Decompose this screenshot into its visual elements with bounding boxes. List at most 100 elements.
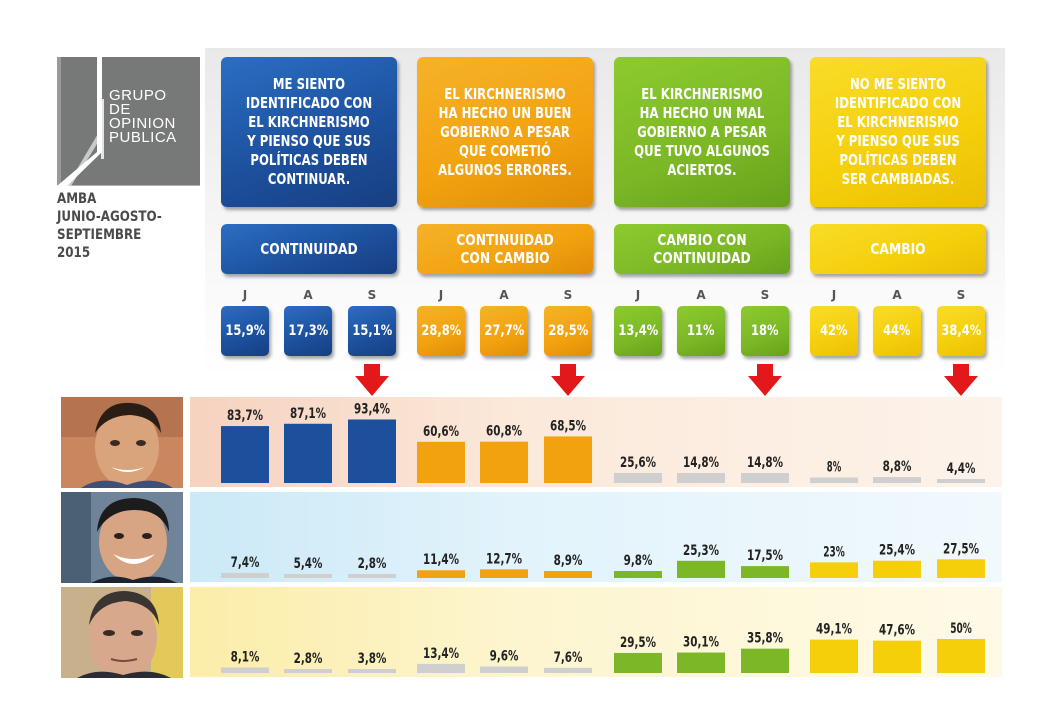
logo-text: GRUPO DE OPINION PUBLICA xyxy=(109,87,177,145)
category-label-text: CONTINUIDAD CON CAMBIO xyxy=(456,231,554,267)
statement-text: EL KIRCHNERISMO HA HECHO UN BUEN GOBIERN… xyxy=(438,84,572,179)
bar-value-label: 3,8% xyxy=(358,651,387,667)
share-badge: 17,3% xyxy=(284,306,332,356)
month-label: A xyxy=(696,288,706,302)
bar-value-label: 50% xyxy=(950,621,972,637)
month-label: J xyxy=(831,288,837,302)
statement-box: EL KIRCHNERISMO HA HECHO UN MAL GOBIERNO… xyxy=(614,57,790,207)
bar-value-label: 17,5% xyxy=(747,548,783,564)
bar-value-label: 25,6% xyxy=(620,455,656,471)
category-label-text: CONTINUIDAD xyxy=(260,240,358,258)
share-badge: 11% xyxy=(677,306,725,356)
logo-line: OPINION xyxy=(109,115,176,132)
bar xyxy=(677,560,725,578)
share-value: 18% xyxy=(751,323,779,339)
share-value: 28,8% xyxy=(421,323,461,339)
share-badge: 13,4% xyxy=(614,306,662,356)
statement-text: ME SIENTO IDENTIFICADO CON EL KIRCHNERIS… xyxy=(245,75,373,188)
bar xyxy=(480,569,528,578)
bar-value-label: 14,8% xyxy=(747,455,783,471)
bar xyxy=(937,639,985,673)
month-label: S xyxy=(760,288,770,302)
bar-value-label: 87,1% xyxy=(290,406,326,422)
bar-value-label: 2,8% xyxy=(294,651,323,667)
bar xyxy=(417,570,465,578)
bar xyxy=(741,566,789,578)
bar-value-label: 7,4% xyxy=(231,555,260,571)
bar-value-label: 83,7% xyxy=(227,408,263,424)
share-value: 42% xyxy=(820,323,848,339)
row-band-3 xyxy=(190,587,1002,677)
share-badge: 44% xyxy=(873,306,921,356)
bar-value-label: 11,4% xyxy=(423,552,459,568)
month-label: S xyxy=(563,288,573,302)
statement-text: NO ME SIENTO IDENTIFICADO CON EL KIRCHNE… xyxy=(834,75,962,188)
category-label-text: CAMBIO xyxy=(870,240,926,258)
statement-box: EL KIRCHNERISMO HA HECHO UN BUEN GOBIERN… xyxy=(417,57,593,207)
statement-box: ME SIENTO IDENTIFICADO CON EL KIRCHNERIS… xyxy=(221,57,397,207)
down-arrow-icon xyxy=(355,364,389,396)
share-value: 28,5% xyxy=(548,323,588,339)
bar-value-label: 7,6% xyxy=(554,650,583,666)
bar-value-label: 13,4% xyxy=(423,646,459,662)
bar xyxy=(741,473,789,483)
logo-line: GRUPO xyxy=(109,87,167,104)
month-label: J xyxy=(635,288,641,302)
row-band-2 xyxy=(190,492,1002,582)
bar xyxy=(677,473,725,483)
bar-value-label: 68,5% xyxy=(550,418,586,434)
bar xyxy=(873,560,921,578)
category-label: CAMBIO CON CONTINUIDAD xyxy=(614,224,790,274)
bar-value-label: 30,1% xyxy=(683,635,719,651)
bar-value-label: 9,6% xyxy=(490,648,519,664)
region-line: JUNIO-AGOSTO- xyxy=(57,209,162,225)
bar xyxy=(480,666,528,673)
share-value: 38,4% xyxy=(941,323,981,339)
share-value: 11% xyxy=(687,323,715,339)
bar-value-label: 60,8% xyxy=(486,424,522,440)
bar xyxy=(221,426,269,483)
region-line: SEPTIEMBRE xyxy=(57,227,142,243)
bar-value-label: 8% xyxy=(827,460,841,476)
candidate-photo-2 xyxy=(61,492,183,583)
category-label-text: CAMBIO CON CONTINUIDAD xyxy=(653,231,751,267)
bar xyxy=(544,667,592,673)
candidate-photo-1 xyxy=(61,397,183,488)
bar-value-label: 5,4% xyxy=(294,556,323,572)
bar-value-label: 8,8% xyxy=(883,459,912,475)
portrait-image xyxy=(61,397,183,488)
bar-value-label: 60,6% xyxy=(423,424,459,440)
bar xyxy=(937,479,985,483)
month-label: S xyxy=(956,288,966,302)
share-value: 44% xyxy=(883,323,911,339)
bar-value-label: 14,8% xyxy=(683,455,719,471)
bar-value-label: 29,5% xyxy=(620,635,656,651)
logo: GRUPO DE OPINION PUBLICA xyxy=(57,57,200,186)
bar-value-label: 49,1% xyxy=(816,622,852,638)
down-arrow-icon xyxy=(944,364,978,396)
region-line: AMBA xyxy=(57,191,97,207)
month-label: J xyxy=(438,288,444,302)
logo-graphic xyxy=(57,57,200,186)
bar xyxy=(284,669,332,673)
bar xyxy=(221,667,269,673)
bar xyxy=(614,652,662,673)
bar-value-label: 12,7% xyxy=(486,551,522,567)
bar xyxy=(544,571,592,578)
bar xyxy=(677,652,725,673)
bar-value-label: 4,4% xyxy=(947,461,976,477)
down-arrow-icon xyxy=(748,364,782,396)
candidate-photo-3 xyxy=(61,587,183,678)
bar xyxy=(873,477,921,483)
month-label: S xyxy=(367,288,377,302)
share-value: 27,7% xyxy=(484,323,524,339)
bar xyxy=(348,419,396,483)
bar-value-label: 93,4% xyxy=(354,401,390,417)
share-badge: 42% xyxy=(810,306,858,356)
bar xyxy=(810,639,858,673)
category-label: CAMBIO xyxy=(810,224,986,274)
share-badge: 15,9% xyxy=(221,306,269,356)
logo-line: DE xyxy=(109,101,131,118)
portrait-image xyxy=(61,492,183,583)
bar xyxy=(417,663,465,673)
